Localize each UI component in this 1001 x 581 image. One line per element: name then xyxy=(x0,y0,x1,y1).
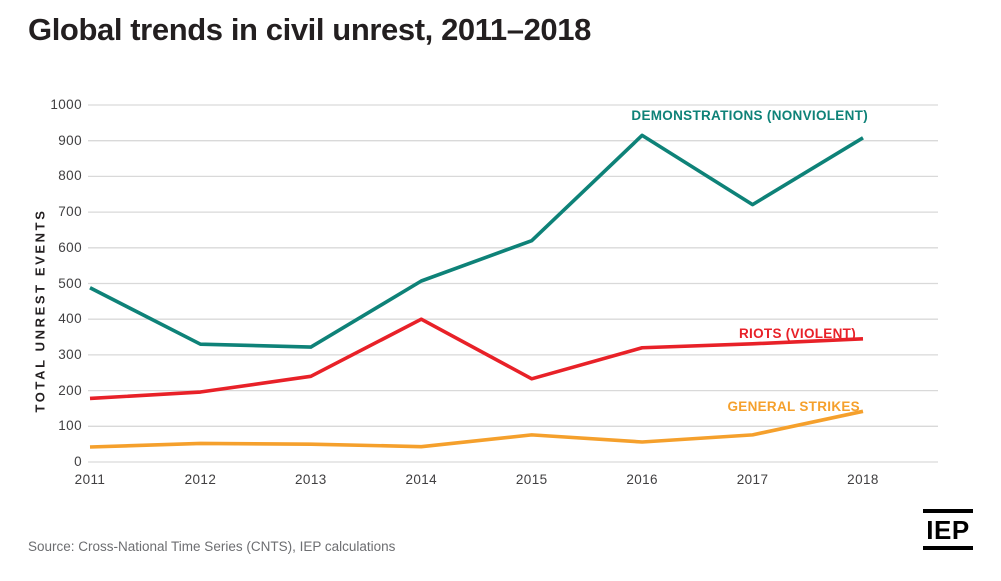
series-label-demonstrations: DEMONSTRATIONS (NONVIOLENT) xyxy=(631,108,868,123)
x-tick-label: 2012 xyxy=(184,472,217,487)
page-title: Global trends in civil unrest, 2011–2018 xyxy=(28,12,591,47)
x-tick-label: 2013 xyxy=(295,472,327,487)
x-tick-label: 2015 xyxy=(515,472,548,487)
x-tick-label: 2014 xyxy=(405,472,438,487)
x-tick-label: 2016 xyxy=(626,472,658,487)
series-label-strikes: GENERAL STRIKES xyxy=(727,399,860,414)
y-tick-label: 100 xyxy=(58,418,82,434)
y-tick-label: 700 xyxy=(58,204,82,220)
series-line-2 xyxy=(89,409,864,449)
y-tick-label: 300 xyxy=(58,346,82,362)
y-tick-label: 500 xyxy=(58,275,82,291)
y-tick-label: 0 xyxy=(74,454,82,469)
y-tick-label: 1000 xyxy=(50,97,82,112)
y-tick-label: 900 xyxy=(58,132,82,148)
y-tick-label: 400 xyxy=(58,311,82,327)
y-tick-label: 600 xyxy=(58,239,82,255)
iep-logo: IEP xyxy=(923,509,973,550)
y-tick-label: 200 xyxy=(58,382,82,398)
x-tick-label: 2017 xyxy=(736,472,769,487)
series-label-riots: RIOTS (VIOLENT) xyxy=(739,326,856,341)
series-line-0 xyxy=(89,133,864,349)
y-tick-label: 800 xyxy=(58,168,82,184)
x-tick-label: 2011 xyxy=(74,472,106,487)
x-tick-label: 2018 xyxy=(847,472,879,487)
source-note: Source: Cross-National Time Series (CNTS… xyxy=(28,539,396,554)
iep-logo-text: IEP xyxy=(926,515,970,545)
